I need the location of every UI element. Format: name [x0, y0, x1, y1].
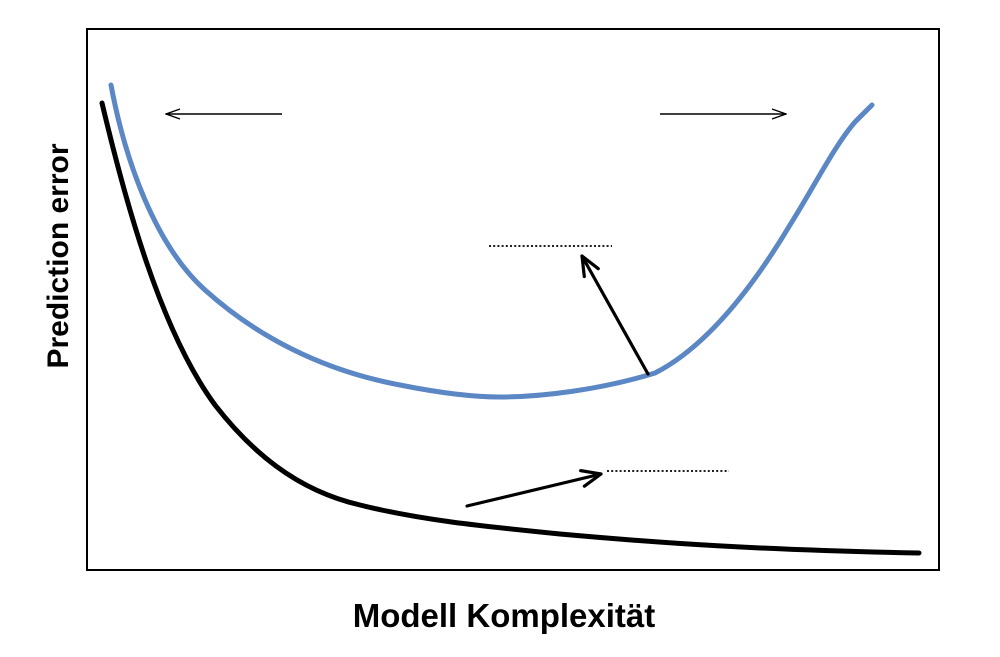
test-curve-pointer-arrow: [580, 254, 650, 376]
test-error-curve: [108, 82, 875, 400]
training-error-curve: [99, 100, 922, 556]
y-axis-title: Prediction error: [42, 143, 75, 368]
training-curve-pointer-arrow: [465, 469, 603, 508]
plot-frame: [86, 28, 940, 571]
x-axis-title: Modell Komplexität: [353, 597, 656, 634]
